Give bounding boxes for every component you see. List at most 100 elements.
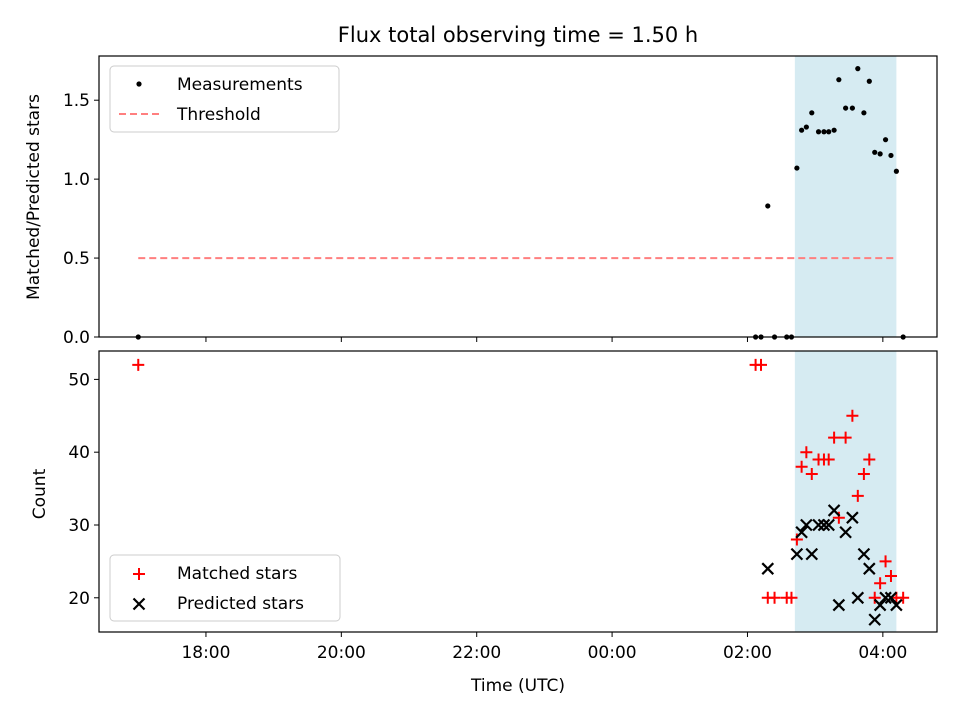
matched-star-point — [785, 591, 798, 604]
matched-star-point — [874, 577, 887, 590]
measurement-point — [803, 124, 809, 130]
top-x-ticks — [205, 337, 884, 342]
matched-star-point — [884, 569, 897, 582]
measurement-point — [821, 129, 827, 135]
legend-predicted-marker — [132, 597, 146, 611]
predicted-star-point — [846, 511, 859, 524]
measurement-point — [826, 129, 832, 135]
top-axes-frame — [98, 55, 938, 338]
predicted-star-point — [851, 591, 865, 605]
legend-measurements-marker — [136, 81, 142, 87]
predicted-star-point — [800, 518, 813, 532]
shaded-observing-span — [794, 351, 897, 632]
matched-star-point — [800, 446, 813, 459]
measurement-point — [866, 78, 872, 84]
measurement-point — [893, 168, 899, 174]
bottom-y-ticks: 20 30 40 50 — [68, 370, 99, 609]
matched-star-point — [822, 453, 835, 466]
matched-star-point — [857, 468, 870, 481]
top-legend-box — [109, 65, 340, 133]
top-y-tick-label: 1.0 — [63, 170, 90, 190]
top-legend: Measurements Threshold — [109, 65, 340, 133]
predicted-star-point — [795, 525, 808, 539]
measurement-point — [836, 77, 842, 83]
predicted-star-point — [817, 518, 831, 532]
bottom-legend: Matched stars Predicted stars — [109, 554, 341, 622]
top-y-ticks: 0.0 0.5 1.0 1.5 — [63, 91, 99, 348]
top-y-tick-label: 0.0 — [63, 328, 90, 348]
bottom-legend-box — [109, 554, 341, 622]
bottom-y-tick-label: 20 — [68, 589, 90, 609]
bottom-axes-frame — [98, 350, 938, 633]
measurement-point — [794, 165, 800, 171]
measurement-point — [831, 127, 837, 133]
matched-stars-points — [132, 358, 910, 604]
predicted-star-point — [868, 613, 882, 626]
bottom-x-ticks: 18:00 20:00 22:00 00:00 02:00 04:00 — [181, 632, 907, 663]
measurement-point — [882, 137, 889, 143]
legend-threshold-label: Threshold — [176, 105, 261, 125]
matched-star-point — [839, 431, 852, 444]
measurement-point — [815, 129, 822, 135]
measurement-point — [872, 149, 878, 155]
bottom-shaded-span — [794, 351, 897, 632]
legend-matched-label: Matched stars — [177, 564, 297, 584]
legend-measurements-label: Measurements — [177, 75, 303, 95]
matched-star-point — [868, 591, 881, 604]
predicted-star-point — [890, 598, 903, 612]
chart-title: Flux total observing time = 1.50 h — [338, 23, 698, 47]
measurement-point — [843, 105, 849, 111]
measurement-point — [861, 110, 867, 116]
x-tick-label: 02:00 — [723, 643, 772, 663]
bottom-y-tick-label: 30 — [68, 516, 90, 536]
measurement-point — [849, 105, 855, 111]
legend-matched-marker — [133, 568, 145, 580]
predicted-star-point — [822, 518, 835, 532]
matched-star-point — [851, 489, 864, 502]
predicted-star-point — [761, 562, 775, 575]
measurement-point — [765, 203, 771, 209]
predicted-star-point — [805, 547, 819, 561]
matched-star-point — [805, 468, 818, 481]
measurement-points — [135, 66, 906, 340]
matched-star-point — [755, 358, 768, 371]
top-y-tick-label: 0.5 — [63, 249, 90, 269]
x-tick-label: 22:00 — [452, 643, 501, 663]
matched-star-point — [846, 409, 859, 422]
matched-star-point — [132, 358, 145, 371]
matched-star-point — [879, 555, 892, 568]
matched-star-point — [768, 591, 781, 604]
measurement-point — [888, 152, 894, 159]
predicted-star-point — [827, 504, 841, 517]
bottom-y-tick-label: 50 — [68, 370, 90, 390]
predicted-star-point — [857, 547, 871, 561]
x-tick-label: 00:00 — [588, 643, 637, 663]
top-y-tick-label: 1.5 — [63, 91, 90, 111]
predicted-star-point — [884, 591, 898, 605]
x-tick-label: 04:00 — [858, 643, 907, 663]
x-tick-label: 20:00 — [317, 643, 366, 663]
predicted-star-point — [812, 518, 825, 532]
bottom-y-tick-label: 40 — [68, 443, 90, 463]
legend-predicted-label: Predicted stars — [177, 594, 304, 614]
measurement-point — [855, 66, 861, 72]
predicted-star-point — [832, 598, 846, 612]
x-tick-label: 18:00 — [181, 643, 230, 663]
predicted-stars-points — [761, 504, 903, 626]
predicted-star-point — [863, 562, 876, 575]
matched-star-point — [897, 591, 910, 604]
matched-star-point — [863, 453, 876, 466]
shaded-observing-span — [794, 56, 897, 337]
predicted-star-point — [790, 547, 804, 561]
top-panel: 0.0 0.5 1.0 1.5 Matched/Predicted stars Mea… — [24, 55, 938, 348]
measurement-point — [877, 151, 883, 157]
predicted-star-point — [879, 591, 892, 605]
x-axis-label: Time (UTC) — [470, 676, 565, 696]
top-y-axis-label: Matched/Predicted stars — [24, 94, 44, 300]
measurement-point — [809, 110, 815, 116]
top-shaded-span — [794, 56, 897, 337]
measurement-point — [799, 127, 805, 133]
predicted-star-point — [873, 598, 887, 612]
